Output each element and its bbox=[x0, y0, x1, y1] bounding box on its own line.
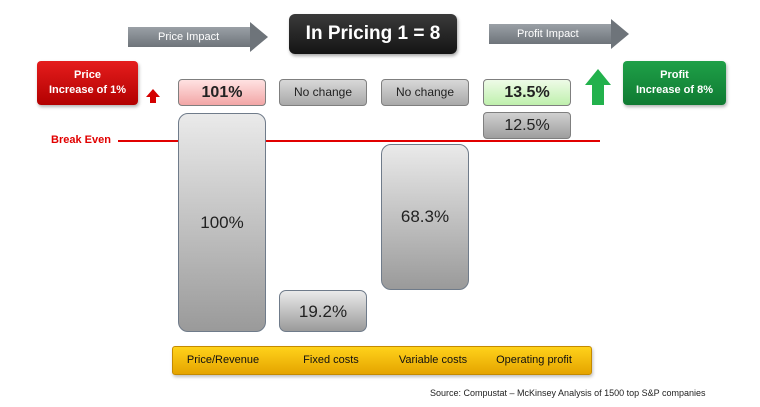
bar-operating-profit: 12.5% bbox=[483, 112, 571, 139]
bar-value-label: 19.2% bbox=[298, 302, 348, 321]
bar-price-revenue: 100% bbox=[178, 113, 266, 332]
category-label: Price/Revenue bbox=[186, 354, 260, 366]
up-arrow-green-icon bbox=[585, 69, 611, 105]
category-band: Price/Revenue Fixed costs Variable costs… bbox=[172, 346, 592, 375]
profit-increase-box: Profit Increase of 8% bbox=[623, 61, 726, 105]
price-increase-box: Price Increase of 1% bbox=[37, 61, 138, 105]
up-arrow-red-icon bbox=[146, 89, 160, 103]
profit-impact-label: Profit Impact bbox=[489, 24, 611, 44]
bar-value-label: 12.5% bbox=[504, 117, 550, 134]
page-title: In Pricing 1 = 8 bbox=[289, 14, 457, 54]
variable-costs-change-label: No change bbox=[381, 79, 469, 106]
bar-value-label: 100% bbox=[200, 213, 244, 232]
profit-box-title: Profit bbox=[660, 69, 689, 81]
price-impact-label: Price Impact bbox=[128, 27, 250, 47]
profit-change-label: 13.5% bbox=[483, 79, 571, 106]
break-even-line bbox=[118, 140, 600, 142]
price-change-label: 101% bbox=[178, 79, 266, 106]
category-label: Variable costs bbox=[398, 354, 468, 366]
price-box-subtitle: Increase of 1% bbox=[48, 84, 127, 96]
bar-value-label: 68.3% bbox=[400, 207, 450, 226]
bar-fixed-costs: 19.2% bbox=[279, 290, 367, 332]
source-note: Source: Compustat – McKinsey Analysis of… bbox=[430, 388, 706, 398]
category-label: Fixed costs bbox=[303, 354, 359, 366]
profit-impact-arrow: Profit Impact bbox=[489, 19, 629, 49]
fixed-costs-change-label: No change bbox=[279, 79, 367, 106]
price-box-title: Price bbox=[74, 69, 101, 81]
arrow-head-icon bbox=[250, 22, 268, 52]
profit-box-subtitle: Increase of 8% bbox=[635, 84, 714, 96]
bar-variable-costs: 68.3% bbox=[381, 144, 469, 290]
break-even-label: Break Even bbox=[51, 134, 111, 146]
price-impact-arrow: Price Impact bbox=[128, 22, 268, 52]
arrow-head-icon bbox=[611, 19, 629, 49]
category-label: Operating profit bbox=[496, 354, 572, 366]
